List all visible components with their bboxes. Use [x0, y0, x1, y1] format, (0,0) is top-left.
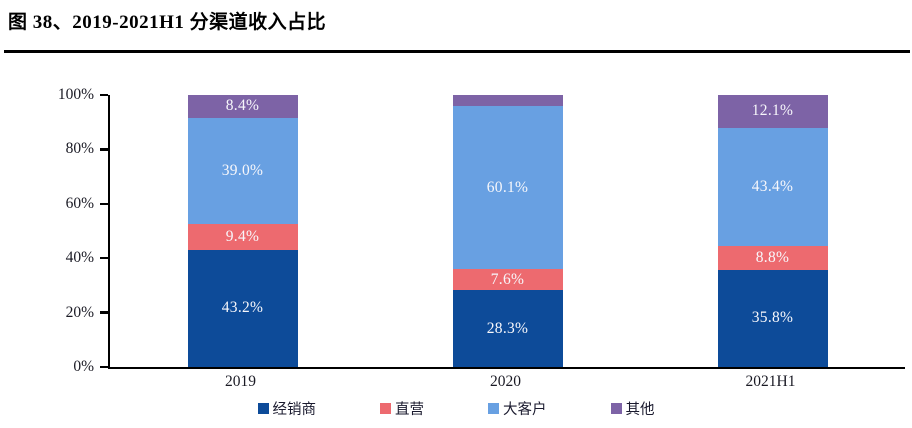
bar-segment-label: 39.0%: [221, 161, 264, 179]
legend-item-1: 直营: [380, 398, 424, 419]
y-axis-tick: [99, 202, 108, 206]
bar-segment: 43.2%: [187, 249, 298, 367]
y-axis-tick: [99, 256, 108, 260]
x-axis-category-label: 2020: [490, 373, 521, 390]
legend-item-3: 其他: [610, 398, 655, 419]
bar-segment: 43.4%: [717, 127, 828, 246]
x-axis-labels: 2019 2020 2021H1: [108, 373, 903, 395]
y-axis-tick-label: 20%: [65, 303, 94, 321]
y-axis-tick: [99, 93, 108, 97]
chart-legend: 经销商 直营 大客户 其他: [0, 398, 912, 419]
bar-segment: 28.3%: [452, 290, 563, 367]
y-axis-tick-label: 80%: [65, 140, 94, 158]
legend-swatch: [488, 403, 499, 414]
bar-segment-label: 7.6%: [490, 270, 525, 288]
y-axis-tick-label: 0%: [73, 358, 94, 375]
stacked-bar-2020: 28.3% 7.6% 60.1%: [452, 95, 563, 367]
bar-segment: 7.6%: [452, 269, 563, 291]
stacked-bar-2019: 43.2% 9.4% 39.0% 8.4%: [187, 95, 298, 367]
legend-item-0: 经销商: [257, 398, 317, 419]
x-axis-category-label: 2021H1: [745, 373, 796, 390]
bar-segment: 35.8%: [717, 269, 828, 367]
y-axis-tick: [99, 311, 108, 314]
bar-segment: 8.8%: [717, 245, 828, 270]
stacked-bar-2021H1: 35.8% 8.8% 43.4% 12.1%: [717, 95, 828, 367]
figure-title: 图 38、2019-2021H1 分渠道收入占比: [8, 12, 327, 33]
bar-segment-label: 8.4%: [225, 97, 260, 115]
bar-segment-label: 35.8%: [751, 309, 794, 327]
bar-segment: 12.1%: [717, 95, 828, 128]
y-axis-tick: [99, 148, 108, 151]
y-axis-tick-label: 100%: [57, 86, 94, 103]
legend-label: 直营: [395, 402, 424, 418]
y-axis-tick: [99, 365, 108, 369]
bar-segment-label: 9.4%: [225, 227, 260, 245]
legend-label: 大客户: [503, 402, 547, 418]
bar-segment-label: 60.1%: [486, 178, 529, 196]
legend-swatch: [257, 403, 269, 414]
bar-segment: [452, 95, 563, 106]
legend-label: 经销商: [272, 402, 317, 418]
bar-segment: 8.4%: [187, 95, 298, 118]
bar-segment: 39.0%: [187, 117, 298, 224]
bar-segment: 9.4%: [187, 223, 298, 250]
legend-swatch: [610, 403, 622, 414]
bar-segment: 60.1%: [452, 105, 563, 270]
legend-label: 其他: [625, 402, 655, 418]
bar-segment-label: 8.8%: [755, 248, 790, 266]
bar-segment-label: 28.3%: [486, 319, 529, 337]
y-axis-tick-label: 40%: [65, 249, 94, 267]
x-axis-category-label: 2019: [225, 373, 256, 390]
y-axis-tick-label: 60%: [65, 194, 94, 212]
legend-swatch: [380, 403, 391, 414]
chart-plot-area: 0% 20% 40% 60% 80% 100% 43.2% 9.4% 39.0% 8.4% 28.3…: [58, 86, 905, 375]
title-underline: [4, 50, 910, 53]
bar-segment-label: 12.1%: [751, 102, 794, 120]
bar-segment-label: 43.4%: [751, 177, 794, 195]
legend-item-2: 大客户: [488, 398, 547, 419]
bar-segment-label: 43.2%: [221, 299, 264, 317]
